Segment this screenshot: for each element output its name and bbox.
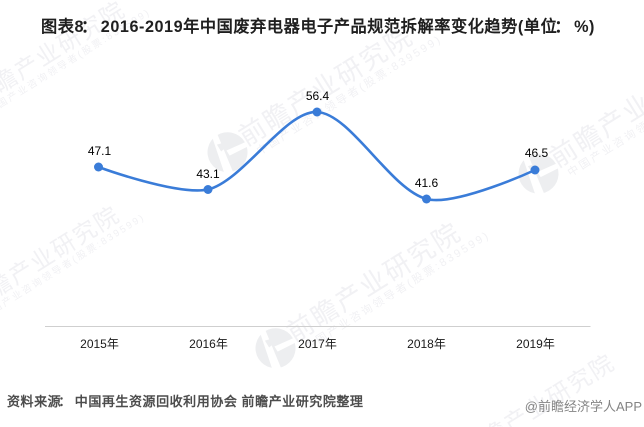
svg-text:前瞻产业研究院: 前瞻产业研究院 (457, 349, 620, 427)
